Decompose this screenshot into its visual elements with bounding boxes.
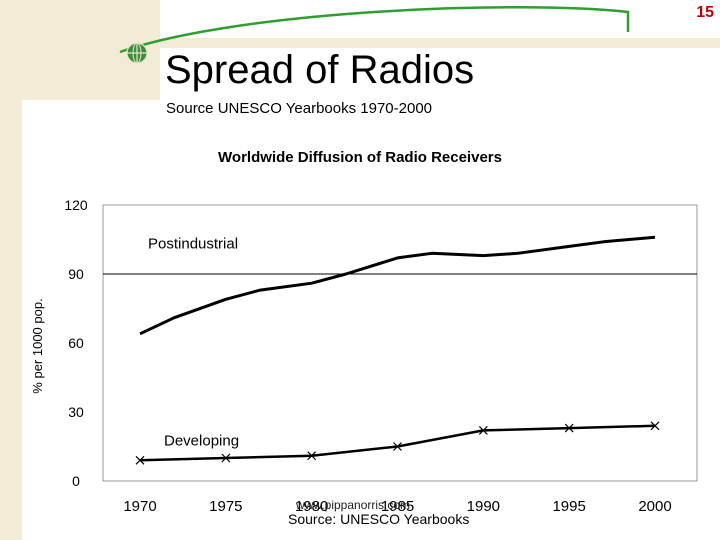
plot-area-frame <box>102 204 698 482</box>
series-line-postindustrial <box>139 235 656 336</box>
header-decoration-band <box>0 0 720 100</box>
x-tick-label: 1980 <box>295 498 328 515</box>
radio-diffusion-chart: Worldwide Diffusion of Radio Receivers %… <box>30 149 698 515</box>
x-tick-labels: 1970 1975 1980 1985 1990 1995 2000 <box>123 498 671 515</box>
x-tick-label: 1990 <box>467 498 500 515</box>
slide-title: Spread of Radios <box>165 48 475 92</box>
chart-title: Worldwide Diffusion of Radio Receivers <box>218 149 502 166</box>
x-tick-label: 1975 <box>209 498 242 515</box>
slide-subtitle: Source UNESCO Yearbooks 1970-2000 <box>166 100 433 117</box>
x-tick-label: 1985 <box>381 498 414 515</box>
y-tick-labels: 0 30 60 90 120 <box>64 197 88 489</box>
watermark-text: www.pippanorris.com <box>296 498 411 512</box>
series-lines <box>139 235 656 462</box>
marker-developing-2000 <box>650 421 660 431</box>
marker-developing-1995 <box>564 423 574 433</box>
x-tick-label: 1995 <box>552 498 585 515</box>
y-tick-label: 90 <box>68 266 84 282</box>
footer-source: Source: UNESCO Yearbooks <box>288 511 470 527</box>
y-tick-label: 120 <box>64 197 88 213</box>
y-tick-label: 60 <box>68 335 84 351</box>
y-tick-label: 30 <box>68 404 84 420</box>
globe-icon <box>126 42 148 64</box>
marker-developing-1975 <box>221 453 231 463</box>
x-tick-label: 1970 <box>123 498 156 515</box>
y-tick-label: 0 <box>72 473 80 489</box>
series-labels: Postindustrial Developing <box>148 236 239 450</box>
x-tick-label: 2000 <box>638 498 671 515</box>
header-arc-line <box>119 6 630 54</box>
series-markers <box>135 421 660 465</box>
header-pattern-band <box>0 38 720 48</box>
page-number: 15 <box>696 4 714 21</box>
left-decoration-band <box>0 100 22 540</box>
marker-developing-1980 <box>307 451 317 461</box>
series-label-developing: Developing <box>164 432 239 449</box>
marker-developing-1970 <box>135 455 145 465</box>
y-axis-label: % per 1000 pop. <box>30 298 45 393</box>
series-label-postindustrial: Postindustrial <box>148 236 238 253</box>
marker-developing-1990 <box>478 425 488 435</box>
marker-developing-1985 <box>393 442 402 451</box>
